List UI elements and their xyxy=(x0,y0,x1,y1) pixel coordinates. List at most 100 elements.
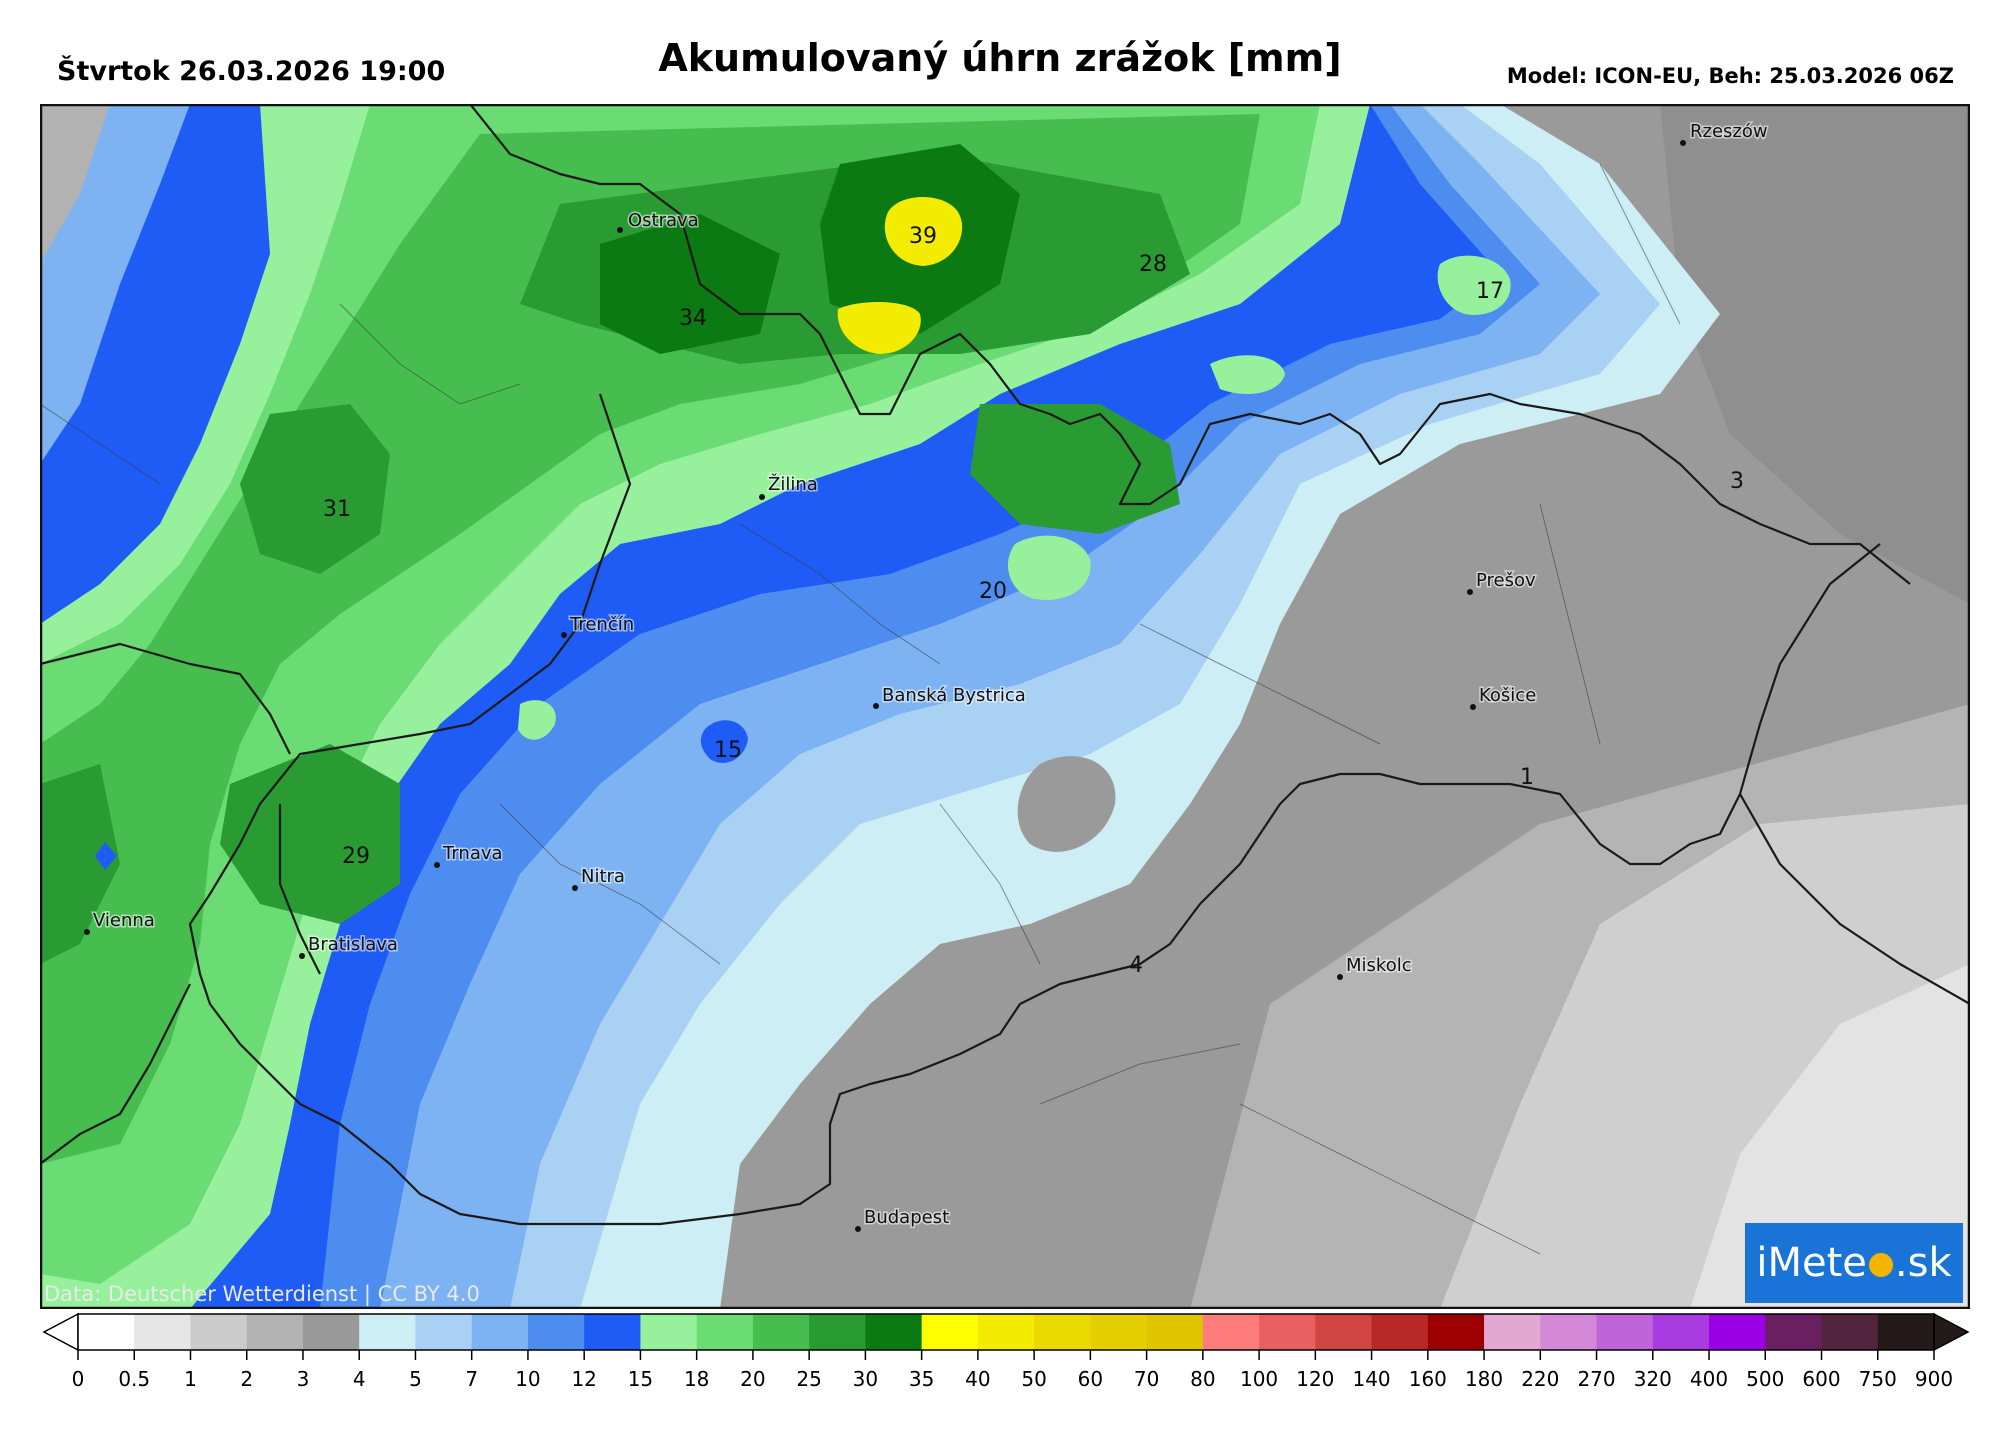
colorbar-segment xyxy=(865,1314,923,1350)
colorbar-segment xyxy=(1090,1314,1148,1350)
precip-value-label: 3 xyxy=(1730,469,1744,494)
colorbar-tick-label: 160 xyxy=(1409,1367,1447,1391)
logo-text-pre: iMete xyxy=(1756,1240,1867,1286)
colorbar-min-arrow xyxy=(42,1312,79,1352)
colorbar-segment xyxy=(1034,1314,1091,1350)
colorbar-tick-label: 180 xyxy=(1465,1367,1503,1391)
colorbar-segment xyxy=(1484,1314,1541,1350)
city-vienna: Vienna xyxy=(84,909,156,935)
precip-zone-30-35mm-ostrava xyxy=(600,214,780,354)
colorbar-tick-label: 0 xyxy=(72,1367,85,1391)
colorbar-segment xyxy=(584,1314,641,1350)
colorbar-tick-label: 2 xyxy=(240,1367,253,1391)
colorbar-tick-label: 40 xyxy=(965,1367,990,1391)
precip-zone-rzeszow-spot xyxy=(1437,255,1511,315)
city-label: Žilina xyxy=(768,473,818,495)
precip-value-label: 1 xyxy=(1520,765,1534,790)
city-label: Rzeszów xyxy=(1690,121,1768,142)
colorbar-segment xyxy=(471,1314,529,1350)
colorbar-segment xyxy=(1202,1314,1260,1350)
city-dot xyxy=(873,703,879,709)
colorbar-tick-label: 600 xyxy=(1802,1367,1840,1391)
city-banska-bystrica: Banská Bystrica xyxy=(873,684,1027,709)
colorbar-tick-label: 35 xyxy=(909,1367,934,1391)
precip-zone-trencin-spot xyxy=(518,700,556,740)
colorbar-segment xyxy=(1371,1314,1429,1350)
colorbar-tick-label: 750 xyxy=(1859,1367,1897,1391)
precip-zone-northeast xyxy=(1660,104,1970,604)
city-label: Trenčín xyxy=(569,614,634,635)
colorbar-tick-label: 100 xyxy=(1240,1367,1278,1391)
colorbar-frame xyxy=(77,1313,1935,1351)
precip-value-label: 20 xyxy=(979,579,1007,604)
colorbar-segment xyxy=(1427,1314,1485,1350)
colorbar-tick-label: 10 xyxy=(515,1367,540,1391)
city-dot xyxy=(1470,704,1476,710)
colorbar-tick-label: 500 xyxy=(1746,1367,1784,1391)
colorbar-tick-label: 220 xyxy=(1521,1367,1559,1391)
colorbar-segment xyxy=(1315,1314,1373,1350)
colorbar-tick-label: 15 xyxy=(628,1367,653,1391)
precip-zone-lightest-gray xyxy=(1690,964,1970,1309)
precip-zone-dry-patch xyxy=(1017,756,1116,852)
colorbar-max-arrow xyxy=(1933,1312,1970,1352)
city-label: Banská Bystrica xyxy=(882,685,1026,706)
city-label: Ostrava xyxy=(628,210,699,231)
colorbar-segment xyxy=(415,1314,473,1350)
colorbar-segment xyxy=(359,1314,416,1350)
city-dot xyxy=(434,862,440,868)
colorbar-tick-label: 70 xyxy=(1134,1367,1159,1391)
colorbar-segment xyxy=(1259,1314,1316,1350)
colorbar-segment xyxy=(809,1314,866,1350)
city-label: Košice xyxy=(1479,685,1536,706)
precip-value-label: 39 xyxy=(909,224,937,249)
colorbar-tick-label: 60 xyxy=(1078,1367,1103,1391)
city-label: Budapest xyxy=(864,1207,949,1228)
colorbar-tick-label: 25 xyxy=(796,1367,821,1391)
city-trnava: Trnava xyxy=(434,842,504,868)
city-dot xyxy=(299,953,305,959)
city-dot xyxy=(572,885,578,891)
city-label: Vienna xyxy=(93,910,155,931)
colorbar-segment xyxy=(1765,1314,1823,1350)
imeteo-logo[interactable]: iMete .sk xyxy=(1745,1223,1963,1303)
colorbar-segment xyxy=(78,1314,135,1350)
country-borders xyxy=(40,104,1970,1226)
model-run-info: Model: ICON-EU, Beh: 25.03.2026 06Z xyxy=(1506,64,1954,88)
colorbar-segment xyxy=(134,1314,191,1350)
colorbar-tick-label: 120 xyxy=(1296,1367,1334,1391)
city-dot xyxy=(1337,974,1343,980)
colorbar-segment xyxy=(190,1314,248,1350)
precip-value-label: 29 xyxy=(342,844,370,869)
colorbar-tick-label: 320 xyxy=(1634,1367,1672,1391)
city-dot xyxy=(855,1226,861,1232)
colorbar-tick-label: 4 xyxy=(353,1367,366,1391)
colorbar-segment xyxy=(246,1314,304,1350)
precip-value-label: 31 xyxy=(323,497,351,522)
city-dot xyxy=(84,929,90,935)
forecast-date: Štvrtok 26.03.2026 19:00 xyxy=(57,56,446,87)
regional-borders xyxy=(40,163,1681,1255)
colorbar-tick-label: 270 xyxy=(1577,1367,1615,1391)
colorbar-segment xyxy=(527,1314,585,1350)
map-title: Akumulovaný úhrn zrážok [mm] xyxy=(658,36,1342,80)
colorbar-segment xyxy=(1540,1314,1598,1350)
precip-zone-25-30mm-vienna xyxy=(40,764,120,964)
precipitation-map[interactable]: Ostrava Rzeszów Žilina Trenčín Prešov Banská … xyxy=(40,104,1970,1309)
precip-zone-west-corner xyxy=(40,104,110,264)
colorbar-segment xyxy=(1146,1314,1204,1350)
colorbar-tick-label: 7 xyxy=(465,1367,478,1391)
colorbar-tick-label: 50 xyxy=(1021,1367,1046,1391)
city-kosice: Košice xyxy=(1470,684,1538,710)
city-budapest: Budapest xyxy=(855,1206,951,1232)
city-zilina: Žilina xyxy=(759,472,819,500)
colorbar-tick-label: 1 xyxy=(184,1367,197,1391)
colorbar-segment xyxy=(1596,1314,1654,1350)
colorbar-segment xyxy=(696,1314,754,1350)
precip-zone-25-30mm-southwest xyxy=(220,744,400,924)
map-frame xyxy=(40,104,1970,1309)
precip-value-label: 4 xyxy=(1129,953,1143,978)
city-presov: Prešov xyxy=(1467,569,1538,595)
precip-value-label: 17 xyxy=(1476,279,1504,304)
city-rzeszow: Rzeszów xyxy=(1680,120,1769,146)
